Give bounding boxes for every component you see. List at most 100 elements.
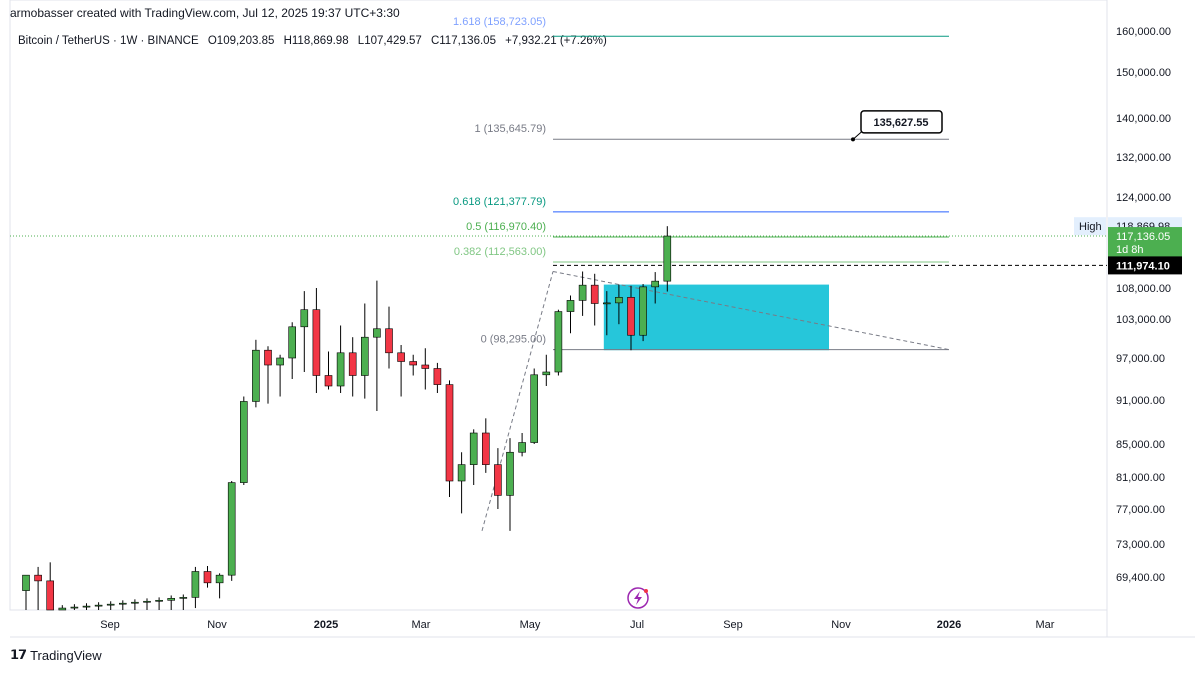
x-tick-label: Sep bbox=[100, 619, 120, 631]
fib-level-label: 0.5 (116,970.40) bbox=[466, 221, 546, 233]
candle-body[interactable] bbox=[602, 302, 611, 305]
level-price-value: 111,974.10 bbox=[1116, 260, 1170, 272]
x-tick-label: Mar bbox=[412, 619, 431, 631]
x-tick-label: 2025 bbox=[314, 619, 338, 631]
candle-body[interactable] bbox=[494, 464, 502, 496]
x-tick-label: Jul bbox=[630, 619, 644, 631]
y-tick-label: 108,000.00 bbox=[1116, 283, 1171, 295]
candle-body[interactable] bbox=[288, 326, 297, 359]
candle-body[interactable] bbox=[119, 602, 127, 605]
level-price-badge bbox=[1108, 256, 1182, 275]
x-tick-label: Nov bbox=[831, 619, 851, 631]
candle-body[interactable] bbox=[227, 482, 236, 576]
candle-body[interactable] bbox=[663, 235, 672, 282]
candle-body[interactable] bbox=[34, 574, 42, 582]
candle-body[interactable] bbox=[433, 368, 442, 385]
candle-body[interactable] bbox=[94, 604, 103, 607]
last-price-value: 117,136.05 bbox=[1116, 231, 1170, 243]
callout-label: 135,627.55 bbox=[873, 117, 928, 129]
x-tick-label: Mar bbox=[1036, 619, 1055, 631]
candle-body[interactable] bbox=[397, 352, 405, 362]
attribution-header: armobasser created with TradingView.com,… bbox=[10, 6, 400, 20]
callout-box[interactable] bbox=[860, 110, 943, 134]
tradingview-logo-icon: 𝟭𝟳 bbox=[10, 647, 27, 662]
candle-body[interactable] bbox=[445, 384, 454, 482]
candle-body[interactable] bbox=[639, 286, 647, 336]
notification-dot bbox=[644, 589, 648, 593]
candle-body[interactable] bbox=[421, 364, 430, 369]
candle-body[interactable] bbox=[348, 352, 357, 376]
candle-body[interactable] bbox=[312, 309, 321, 376]
candle-body[interactable] bbox=[554, 311, 563, 373]
symbol-name[interactable]: Bitcoin / TetherUS · 1W · BINANCE bbox=[18, 35, 199, 47]
fib-level-label: 0 (98,295.00) bbox=[481, 334, 546, 346]
x-tick-label: May bbox=[520, 619, 541, 631]
candle-body[interactable] bbox=[409, 361, 418, 366]
price-chart[interactable]: 69,400.00 73,000.00 77,000.00 81,000.00 85,0… bbox=[0, 0, 1195, 645]
y-tick-label: 124,000.00 bbox=[1116, 192, 1171, 204]
candle-body[interactable] bbox=[82, 605, 91, 608]
candle-body[interactable] bbox=[46, 580, 55, 611]
y-tick-label: 97,000.00 bbox=[1116, 353, 1165, 365]
candle-body[interactable] bbox=[360, 336, 369, 376]
candle-body[interactable] bbox=[300, 309, 309, 328]
candle-body[interactable] bbox=[373, 328, 381, 338]
candle-body[interactable] bbox=[215, 574, 224, 584]
candle-body[interactable] bbox=[70, 606, 79, 609]
y-tick-label: 81,000.00 bbox=[1116, 472, 1165, 484]
x-tick-label: Nov bbox=[207, 619, 227, 631]
candle-body[interactable] bbox=[518, 442, 526, 453]
candle-body[interactable] bbox=[143, 600, 151, 603]
lightning-icon[interactable] bbox=[627, 587, 649, 609]
candle-body[interactable] bbox=[191, 571, 200, 598]
y-tick-label: 91,000.00 bbox=[1116, 395, 1165, 407]
candle-body[interactable] bbox=[106, 603, 115, 606]
fib-trendline bbox=[552, 271, 950, 351]
high-tag-label: High bbox=[1079, 221, 1102, 233]
candle-body[interactable] bbox=[530, 374, 539, 443]
candle-body[interactable] bbox=[506, 451, 514, 496]
fib-level-label: 1.618 (158,723.05) bbox=[453, 16, 546, 28]
candle-body[interactable] bbox=[252, 349, 260, 402]
symbol-legend: Bitcoin / TetherUS · 1W · BINANCE O109,2… bbox=[18, 35, 607, 47]
y-tick-label: 85,000.00 bbox=[1116, 439, 1165, 451]
footer-brand[interactable]: 𝟭𝟳 TradingView bbox=[10, 647, 102, 663]
candle-body[interactable] bbox=[324, 375, 333, 387]
candle-body[interactable] bbox=[481, 432, 490, 465]
candle-body[interactable] bbox=[566, 300, 575, 312]
x-tick-label: 2026 bbox=[937, 619, 961, 631]
candle-body[interactable] bbox=[615, 296, 623, 304]
candle-body[interactable] bbox=[336, 352, 345, 387]
footer-brand-label: TradingView bbox=[30, 647, 102, 663]
lightning-icon-bolt bbox=[634, 591, 642, 605]
candle-body[interactable] bbox=[167, 598, 175, 601]
y-tick-label: 140,000.00 bbox=[1116, 113, 1171, 125]
ohlc-close: C117,136.05 bbox=[430, 35, 496, 47]
ohlc-change: +7,932.21 (+7.26%) bbox=[505, 35, 607, 47]
candle-body[interactable] bbox=[542, 371, 551, 376]
candle-body[interactable] bbox=[590, 284, 599, 304]
candle-body[interactable] bbox=[469, 432, 478, 465]
candle-body[interactable] bbox=[240, 401, 248, 483]
candle-body[interactable] bbox=[58, 607, 67, 611]
candle-body[interactable] bbox=[179, 597, 188, 599]
candle-body[interactable] bbox=[578, 284, 587, 301]
y-tick-label: 73,000.00 bbox=[1116, 539, 1165, 551]
ohlc-low: L107,429.57 bbox=[357, 35, 422, 47]
candle-body[interactable] bbox=[22, 574, 30, 591]
candle-body[interactable] bbox=[627, 296, 635, 336]
fib-level-label: 0.618 (121,377.79) bbox=[453, 196, 546, 208]
candle-body[interactable] bbox=[276, 357, 284, 366]
candle-body[interactable] bbox=[385, 328, 393, 354]
candle-body[interactable] bbox=[651, 280, 660, 288]
candle-body[interactable] bbox=[457, 464, 466, 482]
fib-trendline bbox=[481, 271, 554, 532]
candle-body[interactable] bbox=[155, 599, 163, 602]
candle-body[interactable] bbox=[131, 601, 139, 604]
y-tick-label: 69,400.00 bbox=[1116, 572, 1165, 584]
ohlc-open: O109,203.85 bbox=[207, 35, 275, 47]
fib-level-label: 0.382 (112,563.00) bbox=[454, 246, 546, 258]
candle-body[interactable] bbox=[264, 349, 272, 366]
candle-body[interactable] bbox=[203, 571, 212, 584]
demand-zone[interactable] bbox=[603, 284, 829, 351]
